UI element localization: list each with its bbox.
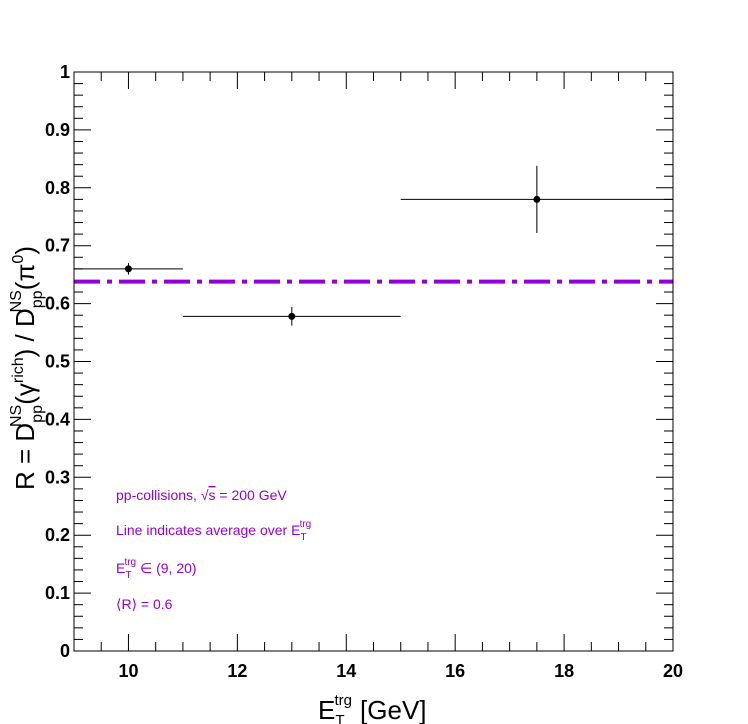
x-axis-title: ETtrg [GeV]	[318, 692, 427, 724]
data-point	[182, 307, 401, 326]
annotation-range: ETtrg ∈ (9, 20)	[116, 557, 197, 581]
y-tick-label: 0.5	[45, 352, 70, 372]
data-point	[74, 263, 183, 275]
ann2-prefix: Line indicates average over E	[116, 522, 300, 538]
x-tick-label: 10	[118, 661, 138, 681]
x-tick-label: 12	[227, 661, 247, 681]
x-axis-title-base: E	[318, 695, 335, 724]
x-tick-labels: 10 12 14 16 18 20	[118, 661, 683, 681]
y-title-argsup2: 0	[10, 255, 27, 264]
ann1-suffix: = 200 GeV	[216, 487, 288, 503]
y-tick-label: 0	[60, 641, 70, 661]
y-tick-label: 0.2	[45, 525, 70, 545]
y-title-arg1: (γ	[10, 383, 40, 405]
x-axis-title-sub: T	[335, 712, 344, 724]
ann1-sqrt: √	[201, 487, 209, 503]
y-title-argsup1: rich	[10, 357, 27, 383]
x-tick-label: 20	[663, 661, 683, 681]
y-tick-labels: 0 0.1 0.2 0.3 0.4 0.5 0.6 0.7 0.8 0.9 1	[45, 62, 70, 661]
ann3-suffix: ∈ (9, 20)	[136, 560, 196, 576]
x-axis-title-sup: trg	[335, 692, 353, 709]
data-point	[400, 165, 673, 233]
x-tick-label: 14	[336, 661, 356, 681]
ann3-sup: trg	[124, 557, 136, 568]
y-title-arg2: (π	[10, 264, 40, 291]
y-title-sub2: pp	[29, 290, 46, 308]
point-marker	[288, 312, 296, 320]
y-title-lhs: R = D	[10, 423, 40, 490]
ann2-sub: T	[300, 532, 306, 543]
ann3-sub: T	[125, 570, 131, 581]
y-tick-label: 0.8	[45, 178, 70, 198]
x-tick-label: 18	[554, 661, 574, 681]
annotation-collisions: pp-collisions, √s = 200 GeV	[116, 487, 287, 503]
ann3-base: E	[116, 560, 125, 576]
y-title-sup1: NS	[8, 405, 25, 427]
y-title-mid: ) / D	[10, 308, 40, 357]
y-tick-label: 0.9	[45, 120, 70, 140]
x-axis-title-unit: [GeV]	[360, 695, 426, 724]
ann4: ⟨R⟩ = 0.6	[116, 596, 173, 612]
data-points	[74, 165, 673, 326]
y-title-end: )	[10, 246, 40, 255]
axis-ticks	[73, 71, 674, 652]
y-title-sub1: pp	[29, 405, 46, 423]
x-tick-label: 16	[445, 661, 465, 681]
y-tick-label: 0.6	[45, 294, 70, 314]
plot-frame	[73, 71, 674, 652]
y-axis-title: R = DppNS(γrich) / DppNS(π0)	[8, 246, 46, 490]
y-tick-label: 0.4	[45, 409, 70, 429]
point-marker	[533, 195, 541, 203]
ann2-sup: trg	[300, 519, 312, 530]
point-marker	[124, 265, 132, 273]
ann1-prefix: pp-collisions,	[116, 487, 201, 503]
y-tick-label: 1	[60, 62, 70, 82]
y-tick-label: 0.3	[45, 467, 70, 487]
annotation-mean-r: ⟨R⟩ = 0.6	[116, 596, 173, 612]
y-tick-label: 0.1	[45, 583, 70, 603]
y-title-sup2: NS	[8, 290, 25, 312]
annotation-average-note: Line indicates average over ETtrg	[116, 519, 311, 543]
ann1-s: s	[209, 487, 216, 503]
y-tick-label: 0.7	[45, 236, 70, 256]
